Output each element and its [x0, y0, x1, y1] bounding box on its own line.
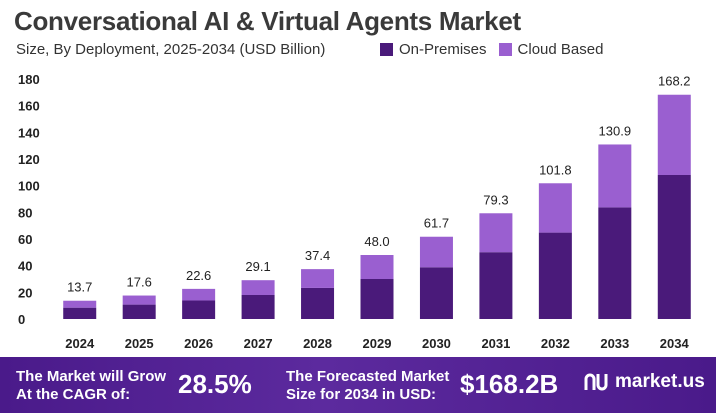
bar-total-label: 22.6 [186, 268, 211, 283]
bar-segment-cloud-based [182, 288, 216, 301]
bar-segment-on-premises [419, 267, 453, 319]
cagr-label-line-1: The Market will Grow [16, 368, 167, 385]
bar-segment-on-premises [657, 175, 691, 319]
y-tick-label: 100 [18, 179, 40, 194]
legend-item-cloud-based: Cloud Based [498, 41, 604, 58]
bar-segment-on-premises [301, 287, 335, 319]
bar-segment-cloud-based [301, 269, 335, 288]
bar-total-label: 48.0 [364, 234, 389, 249]
bar-segment-cloud-based [122, 295, 156, 305]
cagr-value: 28.5% [178, 369, 252, 399]
chart-subtitle: Size, By Deployment, 2025-2034 (USD Bill… [16, 41, 326, 58]
brand-name: market.us [615, 371, 705, 392]
forecast-label: The Forecasted Market Size for 2034 in U… [286, 368, 449, 404]
x-tick-label: 2031 [481, 336, 510, 351]
x-tick-label: 2032 [541, 336, 570, 351]
bar-segment-on-premises [538, 232, 572, 319]
x-tick-label: 2027 [244, 336, 273, 351]
x-tick-label: 2028 [303, 336, 332, 351]
x-tick-label: 2029 [363, 336, 392, 351]
bar-total-label: 13.7 [67, 280, 92, 295]
chart-title: Conversational AI & Virtual Agents Marke… [14, 6, 521, 36]
forecast-label-line-1: The Forecasted Market [286, 368, 450, 385]
legend-swatch-on-premises [380, 43, 393, 56]
x-tick-label: 2030 [422, 336, 451, 351]
y-tick-label: 120 [18, 152, 40, 167]
bar-total-label: 79.3 [483, 192, 508, 207]
bar-segment-cloud-based [538, 183, 572, 233]
legend-label-cloud-based: Cloud Based [517, 41, 604, 58]
y-tick-label: 60 [18, 232, 32, 247]
bar-segment-cloud-based [419, 236, 453, 268]
bar-segment-cloud-based [63, 300, 97, 308]
bar-segment-cloud-based [360, 255, 394, 279]
bar-segment-on-premises [122, 304, 156, 319]
cagr-label: The Market will Grow At the CAGR of: [16, 368, 166, 404]
y-tick-label: 20 [18, 285, 32, 300]
legend-swatch-cloud-based [498, 43, 512, 56]
x-tick-label: 2033 [600, 336, 629, 351]
bar-total-label: 61.7 [424, 216, 449, 231]
footer-banner: The Market will Grow At the CAGR of: 28.… [0, 357, 716, 413]
forecast-label-line-2: Size for 2034 in USD: [286, 386, 437, 403]
bar-segment-on-premises [241, 295, 275, 319]
y-tick-label: 80 [18, 205, 32, 220]
x-tick-label: 2025 [125, 336, 154, 351]
bar-total-label: 130.9 [599, 123, 632, 138]
bar-segment-on-premises [479, 252, 513, 319]
bar-segment-cloud-based [657, 94, 691, 175]
bar-total-label: 37.4 [305, 248, 330, 263]
brand-logo[interactable]: market.us [583, 370, 705, 394]
y-tick-label: 40 [18, 259, 32, 274]
bar-segment-on-premises [598, 207, 632, 319]
y-tick-label: 0 [18, 312, 25, 327]
x-tick-label: 2026 [184, 336, 213, 351]
x-tick-label: 2034 [660, 336, 690, 351]
bar-segment-on-premises [63, 307, 97, 319]
market-us-logo-icon [584, 373, 608, 391]
y-tick-label: 180 [18, 72, 40, 87]
bar-segment-cloud-based [598, 144, 632, 208]
forecast-value: $168.2B [460, 369, 559, 399]
bar-total-label: 101.8 [539, 162, 572, 177]
y-tick-label: 140 [18, 125, 40, 140]
bar-segment-on-premises [182, 300, 216, 319]
bar-total-label: 29.1 [245, 259, 270, 274]
legend-item-on-premises: On-Premises [380, 41, 487, 58]
bar-total-label: 17.6 [127, 275, 152, 290]
bar-segment-cloud-based [241, 280, 275, 295]
bar-chart: 0 20 40 60 80 100 120 140 160 180 13.7 2024 17.6 2025… [18, 72, 691, 351]
bar-total-label: 168.2 [658, 74, 691, 89]
bar-segment-on-premises [360, 279, 394, 319]
y-tick-label: 160 [18, 99, 40, 114]
bar-segment-cloud-based [479, 213, 513, 253]
x-tick-label: 2024 [65, 336, 95, 351]
chart-legend: On-Premises Cloud Based [380, 41, 603, 58]
legend-label-on-premises: On-Premises [399, 41, 487, 58]
cagr-label-line-2: At the CAGR of: [16, 386, 131, 403]
